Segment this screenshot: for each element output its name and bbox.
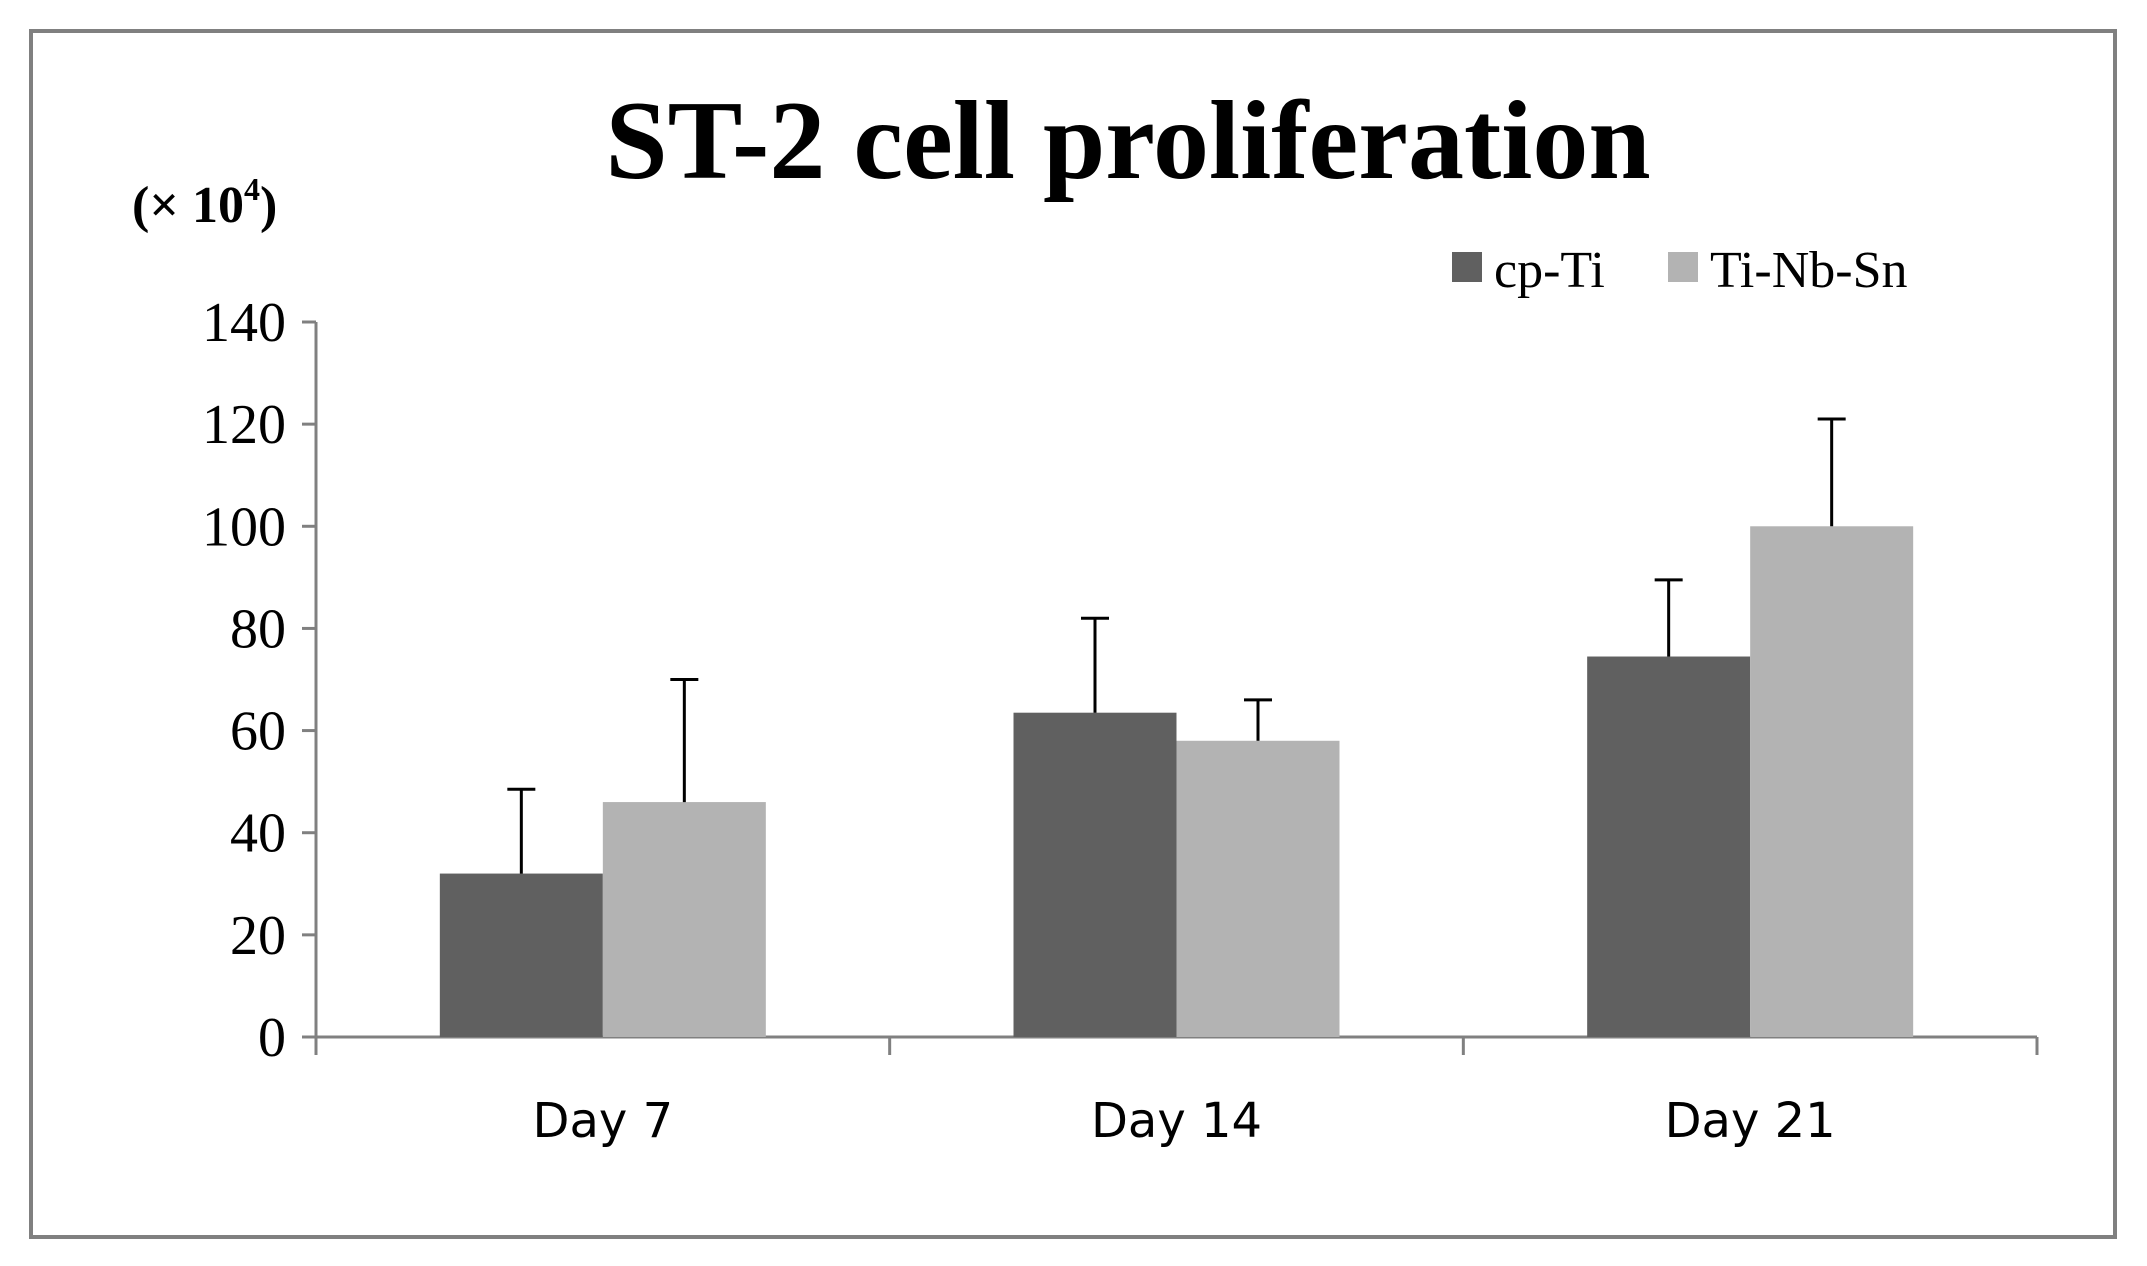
y-unit-suffix: ): [260, 177, 277, 234]
legend-label-cp-ti: cp-Ti: [1494, 242, 1605, 299]
x-tick-label: Day 7: [533, 1093, 674, 1149]
bar-ti-nb-sn-day-14: [1176, 740, 1340, 1037]
bar-cp-ti-day-21: [1587, 656, 1751, 1037]
x-tick-labels: Day 7 Day 14 Day 21: [533, 1093, 1836, 1149]
y-tick-label: 120: [202, 394, 286, 456]
bars: [439, 526, 1914, 1037]
y-tick-label: 140: [202, 292, 286, 354]
y-unit-label: (× 104): [132, 171, 277, 234]
x-tick-label: Day 21: [1665, 1093, 1836, 1149]
y-tick-label: 40: [230, 803, 286, 865]
y-unit-exponent: 4: [244, 171, 260, 207]
x-tick-label: Day 14: [1091, 1093, 1262, 1149]
y-tick-label: 80: [230, 598, 286, 660]
y-tick-label: 20: [230, 905, 286, 967]
y-tick-label: 60: [230, 701, 286, 763]
bar-ti-nb-sn-day-21: [1750, 526, 1914, 1037]
y-unit-prefix: (× 10: [132, 177, 244, 234]
chart-title: ST-2 cell proliferation: [605, 79, 1650, 203]
error-bars: [507, 417, 1846, 874]
bar-cp-ti-day-14: [1013, 712, 1177, 1037]
legend-swatch-cp-ti: [1452, 252, 1482, 282]
y-tick-label: 100: [202, 496, 286, 558]
legend: cp-Ti Ti-Nb-Sn: [1452, 242, 1908, 299]
bar-ti-nb-sn-day-7: [602, 802, 766, 1037]
bar-cp-ti-day-7: [439, 873, 603, 1037]
y-tick-label: 0: [258, 1007, 286, 1069]
y-tick-labels: 0 20 40 60 80 100 120 140: [202, 292, 286, 1069]
legend-swatch-ti-nb-sn: [1668, 252, 1698, 282]
legend-label-ti-nb-sn: Ti-Nb-Sn: [1710, 242, 1908, 299]
